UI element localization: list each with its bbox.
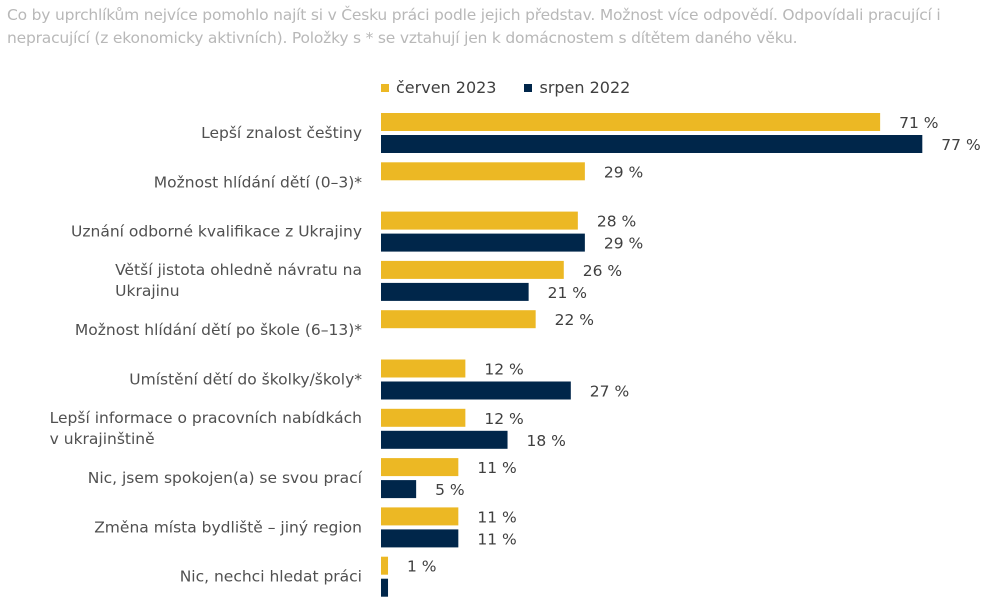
- value-label-srpen-2022: 5 %: [435, 481, 465, 499]
- category-label: Nic, jsem spokojen(a) se svou prací: [88, 469, 363, 487]
- value-label-srpen-2022: 21 %: [548, 284, 587, 302]
- category-label: Možnost hlídání dětí (0–3)*: [154, 173, 362, 191]
- bar-group: Větší jistota ohledně návratu na Ukrajinu…: [115, 260, 622, 302]
- value-label-srpen-2022: 77 %: [941, 136, 980, 154]
- legend-item-srpen-2022: srpen 2022: [524, 78, 630, 97]
- category-label: Umístění dětí do školky/školy*: [129, 371, 362, 389]
- bar-cerven-2023: [381, 507, 459, 526]
- bar-srpen-2022: [381, 430, 508, 449]
- category-label: Možnost hlídání dětí po škole (6–13)*: [75, 321, 362, 339]
- value-label-srpen-2022: 27 %: [590, 383, 629, 401]
- value-label-cerven-2023: 12 %: [484, 361, 523, 379]
- category-label: Lepší znalost češtiny: [201, 124, 362, 142]
- value-label-srpen-2022: 29 %: [604, 235, 643, 253]
- bar-group: Uznání odborné kvalifikace z Ukrajiny 28 …: [71, 211, 643, 253]
- bar-srpen-2022: [381, 381, 571, 400]
- bar-srpen-2022: [381, 529, 459, 548]
- legend-swatch-cerven-2023: [381, 83, 389, 92]
- value-label-cerven-2023: 1 %: [407, 558, 437, 576]
- bar-srpen-2022: [381, 282, 529, 301]
- bar-group: Umístění dětí do školky/školy* 12 % 27 %: [129, 359, 629, 401]
- legend-label-cerven-2023: červen 2023: [396, 78, 497, 97]
- category-label: Lepší informace o pracovních nabídkách v …: [50, 409, 362, 448]
- bar-srpen-2022: [381, 233, 585, 252]
- bar-cerven-2023: [381, 556, 389, 575]
- value-label-cerven-2023: 71 %: [899, 114, 938, 132]
- bar-group: Změna místa bydliště – jiný region 11 % 11…: [94, 507, 517, 548]
- legend: červen 2023 srpen 2022: [381, 78, 658, 97]
- bar-cerven-2023: [381, 408, 466, 427]
- bar-srpen-2022: [381, 480, 417, 499]
- chart-subtitle: Co by uprchlíkům nejvíce pomohlo najít s…: [7, 6, 941, 47]
- bar-cerven-2023: [381, 113, 881, 131]
- category-label: Větší jistota ohledně návratu na Ukrajinu: [115, 261, 362, 300]
- bar-srpen-2022: [381, 578, 389, 597]
- bar-group: Lepší informace o pracovních nabídkách v …: [50, 408, 566, 450]
- bar-cerven-2023: [381, 211, 578, 230]
- bar-cerven-2023: [381, 310, 536, 329]
- category-label: Změna místa bydliště – jiný region: [94, 518, 362, 536]
- value-label-cerven-2023: 22 %: [555, 311, 594, 329]
- bar-cerven-2023: [381, 458, 459, 477]
- bar-group: Možnost hlídání dětí po škole (6–13)* 22 …: [75, 310, 594, 339]
- legend-swatch-srpen-2022: [524, 83, 533, 92]
- category-label: Nic, nechci hledat práci: [180, 568, 362, 586]
- bar-cerven-2023: [381, 260, 564, 279]
- category-label: Uznání odborné kvalifikace z Ukrajiny: [71, 223, 362, 241]
- bar-group: Možnost hlídání dětí (0–3)* 29 %: [154, 162, 643, 191]
- value-label-cerven-2023: 11 %: [477, 459, 516, 477]
- legend-label-srpen-2022: srpen 2022: [539, 78, 631, 97]
- value-label-cerven-2023: 28 %: [597, 213, 636, 231]
- bar-group: Nic, nechci hledat práci 1 %: [180, 556, 437, 597]
- value-label-srpen-2022: 11 %: [477, 530, 516, 548]
- bar-cerven-2023: [381, 359, 466, 378]
- value-label-cerven-2023: 11 %: [477, 508, 516, 526]
- value-label-srpen-2022: 18 %: [527, 432, 566, 450]
- bar-group: Nic, jsem spokojen(a) se svou prací 11 % 5…: [88, 458, 517, 499]
- bar-srpen-2022: [381, 135, 923, 153]
- bar-group: Lepší znalost češtiny 71 %77 %: [201, 113, 981, 154]
- value-label-cerven-2023: 12 %: [484, 410, 523, 428]
- legend-item-cerven-2023: červen 2023: [381, 78, 496, 97]
- value-label-cerven-2023: 29 %: [604, 163, 643, 181]
- value-label-cerven-2023: 26 %: [583, 262, 622, 280]
- bar-cerven-2023: [381, 162, 585, 181]
